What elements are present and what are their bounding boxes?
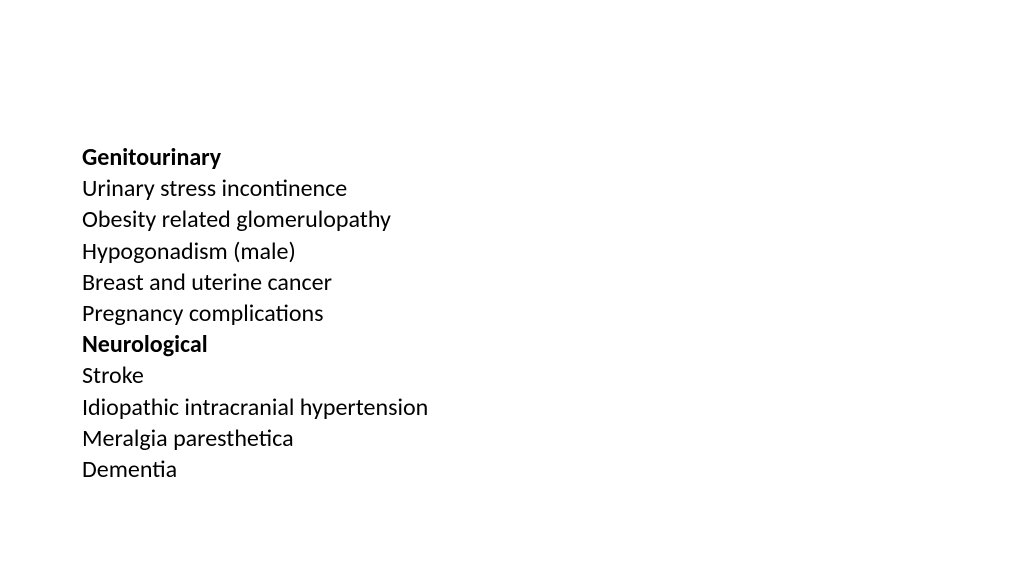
list-item: Dementia bbox=[82, 454, 1024, 485]
section-heading-neurological: Neurological bbox=[82, 329, 1024, 360]
list-item: Urinary stress incontinence bbox=[82, 173, 1024, 204]
content-list: Genitourinary Urinary stress incontinenc… bbox=[82, 142, 1024, 485]
list-item: Obesity related glomerulopathy bbox=[82, 204, 1024, 235]
list-item: Meralgia paresthetica bbox=[82, 423, 1024, 454]
list-item: Stroke bbox=[82, 360, 1024, 391]
list-item: Pregnancy complications bbox=[82, 298, 1024, 329]
section-heading-genitourinary: Genitourinary bbox=[82, 142, 1024, 173]
list-item: Hypogonadism (male) bbox=[82, 236, 1024, 267]
list-item: Idiopathic intracranial hypertension bbox=[82, 392, 1024, 423]
list-item: Breast and uterine cancer bbox=[82, 267, 1024, 298]
